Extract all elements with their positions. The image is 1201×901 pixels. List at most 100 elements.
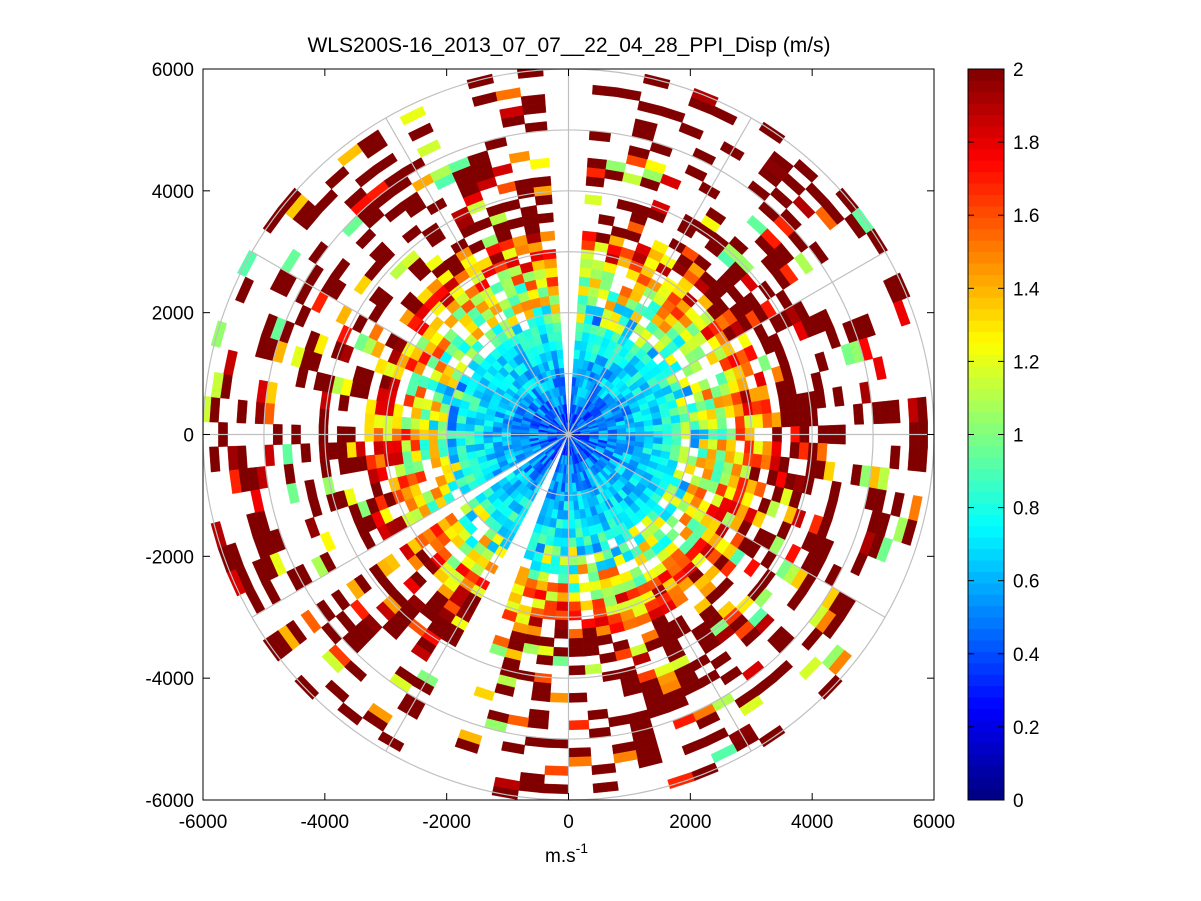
range-gate-cell [410, 449, 422, 463]
range-gate-cell [290, 345, 306, 368]
range-gate-cell [410, 643, 432, 663]
range-gate-cell [575, 536, 585, 548]
range-gate-cell [559, 555, 569, 566]
range-gate-cell [684, 164, 708, 182]
range-gate-cell [400, 291, 418, 310]
range-gate-cell [568, 637, 584, 648]
colorbar-step [968, 788, 1004, 801]
x-tick-label: 4000 [791, 812, 833, 833]
range-gate-cell [670, 414, 681, 424]
range-gate-cell [546, 276, 559, 287]
colorbar-step [968, 228, 1004, 241]
range-gate-cell [587, 708, 609, 721]
y-tick-label: 4000 [152, 182, 194, 203]
range-gate-cell [728, 235, 749, 256]
range-gate-cell [644, 159, 667, 175]
range-gate-cell [568, 610, 582, 621]
colorbar-step [968, 194, 1004, 207]
y-axis-ticks: 6000 4000 2000 0 -2000 -4000 -6000 [145, 60, 934, 812]
range-gate-cell [671, 437, 682, 447]
colorbar-tick-label: 1.6 [1013, 206, 1039, 227]
colorbar-step [968, 491, 1004, 504]
range-gate-cell [318, 442, 330, 461]
colorbar-step [968, 400, 1004, 413]
range-gate-cell [568, 628, 583, 639]
colorbar-tick-label: 0.6 [1013, 572, 1039, 593]
range-gate-cell [568, 555, 578, 566]
range-gate-cell [653, 424, 664, 432]
range-gate-cell [659, 106, 686, 123]
range-gate-cell [368, 286, 387, 306]
range-gate-cell [408, 122, 434, 142]
range-gate-cell [537, 645, 554, 657]
range-gate-cell [798, 656, 823, 681]
y-tick-label: 6000 [152, 60, 194, 81]
range-gate-cell [336, 442, 348, 459]
range-gate-cell [527, 717, 549, 730]
range-gate-cell [483, 436, 494, 444]
range-gate-cell [715, 449, 727, 463]
range-gate-cell [373, 152, 398, 174]
range-gate-cell [793, 252, 814, 275]
range-gate-cell [798, 409, 810, 427]
range-gate-cell [492, 436, 503, 443]
range-gate-cell [501, 608, 518, 623]
range-gate-cell [553, 330, 563, 342]
range-gate-cell [561, 519, 569, 530]
colorbar-tick-label: 1.4 [1013, 279, 1040, 300]
range-gate-cell [464, 437, 475, 446]
range-gate-cell [710, 105, 738, 126]
range-gate-cell [409, 417, 421, 430]
azimuth-spoke [385, 117, 570, 435]
colorbar-step [968, 320, 1004, 333]
range-gate-cell [780, 411, 791, 428]
colorbar-step [968, 114, 1004, 127]
range-gate-cell [456, 445, 467, 455]
range-gate-cell [246, 512, 262, 538]
y-tick-label: 2000 [152, 304, 194, 325]
range-gate-cell [421, 222, 442, 241]
range-gate-cell [579, 258, 594, 269]
range-gate-cell [568, 537, 577, 548]
range-gate-cell [557, 574, 569, 584]
range-gate-cell [355, 441, 366, 458]
range-gate-cell [889, 445, 901, 470]
range-gate-cell [236, 445, 248, 470]
range-gate-cell [725, 439, 737, 453]
azimuth-spoke [251, 251, 569, 436]
range-gate-cell [536, 654, 554, 666]
range-gate-cell [338, 394, 350, 412]
y-tick-label: -6000 [145, 791, 194, 812]
range-gate-cell [391, 415, 403, 429]
colorbar-step [968, 571, 1004, 584]
range-gate-cell [428, 447, 440, 460]
range-gate-cell [368, 563, 387, 583]
range-gate-cell [562, 510, 569, 521]
range-gate-cell [557, 583, 569, 594]
range-gate-cell [364, 412, 375, 428]
range-gate-cell [400, 439, 412, 453]
range-gate-cell [568, 546, 578, 557]
range-gate-cell [661, 416, 672, 425]
range-gate-cell [582, 636, 599, 648]
range-gate-cell [508, 150, 531, 164]
range-gate-cell [501, 741, 526, 755]
x-axis-label-exponent: -1 [576, 840, 589, 856]
range-gate-cell [719, 665, 743, 686]
y-tick-label: 0 [183, 426, 194, 447]
range-gate-cell [760, 398, 772, 415]
range-gate-cell [549, 692, 569, 703]
colorbar-step [968, 548, 1004, 561]
range-gate-cell [662, 423, 673, 432]
colorbar-tick-label: 1 [1013, 426, 1024, 447]
range-gate-cell [579, 600, 594, 611]
range-gate-cell [789, 410, 801, 427]
range-gate-cell [586, 157, 608, 170]
range-gate-cell [437, 438, 448, 449]
range-gate-cell [554, 619, 569, 630]
range-gate-cell [400, 416, 412, 430]
range-gate-cell [401, 450, 413, 464]
colorbar-step [968, 594, 1004, 607]
x-tick-label: -4000 [301, 812, 350, 833]
y-tick-label: -4000 [145, 669, 194, 690]
